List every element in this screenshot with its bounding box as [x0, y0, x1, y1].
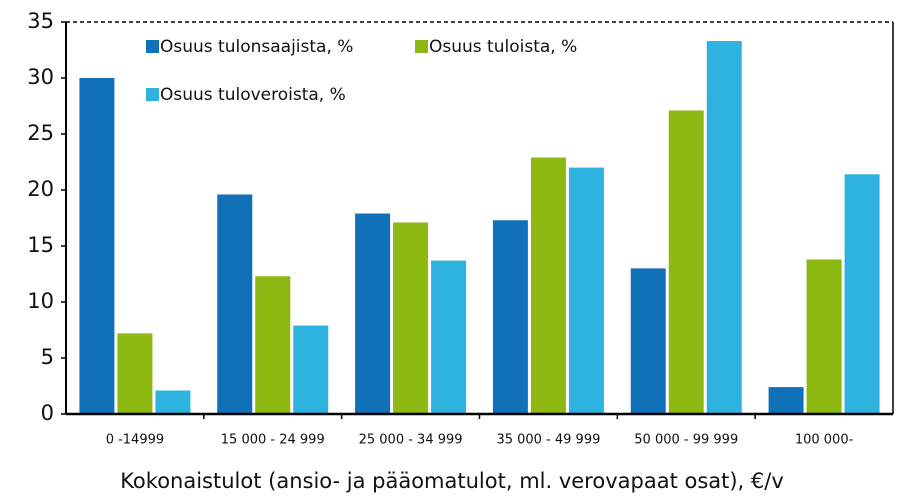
x-tick-label: 15 000 - 24 999: [221, 433, 325, 448]
legend-label: Osuus tuloista, %: [429, 37, 577, 57]
bar: [568, 167, 604, 414]
bar: [255, 276, 291, 414]
x-tick-label: 100 000-: [795, 433, 854, 448]
bar: [117, 333, 153, 414]
bar: [806, 259, 842, 414]
x-tick-label: 35 000 - 49 999: [496, 433, 600, 448]
y-tick-label: 20: [27, 177, 54, 201]
x-tick-label: 0 -14999: [106, 433, 164, 448]
bar: [706, 41, 742, 414]
y-tick-label: 35: [27, 9, 54, 33]
bar: [630, 268, 666, 414]
legend-swatch: [146, 40, 159, 53]
legend-swatch: [146, 88, 159, 101]
y-tick-label: 30: [27, 65, 54, 89]
bar: [393, 222, 429, 414]
bar: [155, 390, 191, 414]
bar: [492, 220, 528, 414]
x-tick-label: 25 000 - 34 999: [359, 433, 463, 448]
legend-swatch: [415, 40, 428, 53]
bar: [768, 387, 804, 414]
bar: [668, 110, 704, 414]
y-tick-label: 0: [41, 401, 54, 425]
bar: [79, 78, 115, 414]
legend-label: Osuus tulonsaajista, %: [160, 37, 353, 57]
bar: [217, 194, 253, 414]
bar: [431, 260, 467, 414]
y-tick-label: 15: [27, 233, 54, 257]
x-axis-label: Kokonaistulot (ansio- ja pääomatulot, ml…: [120, 469, 784, 493]
bar: [844, 174, 880, 414]
bar: [293, 325, 329, 414]
legend-label: Osuus tuloveroista, %: [160, 85, 346, 105]
x-tick-label: 50 000 - 99 999: [634, 433, 738, 448]
bar: [355, 213, 391, 414]
y-tick-label: 10: [27, 289, 54, 313]
bar: [530, 157, 566, 414]
y-tick-label: 25: [27, 121, 54, 145]
y-tick-label: 5: [41, 345, 54, 369]
